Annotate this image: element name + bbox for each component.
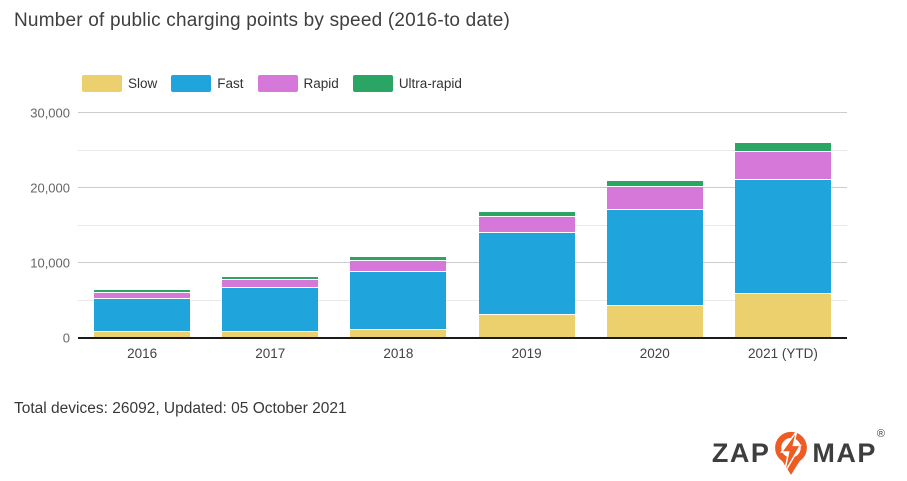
bar-segment-rapid-2016[interactable]	[94, 292, 191, 298]
bar-segment-rapid-2019[interactable]	[478, 216, 575, 232]
gridline-minor-5000	[78, 299, 847, 301]
bar-group-2019	[463, 113, 591, 338]
gridline-major-10000	[78, 262, 847, 263]
x-axis-line	[78, 337, 847, 339]
bar-group-2021--ytd-	[719, 113, 847, 338]
logo-zap-text: ZAP	[711, 437, 771, 468]
legend-label: Fast	[217, 76, 244, 91]
y-axis-tick-label-10000: 10,000	[30, 255, 70, 271]
bar-segment-slow-2019[interactable]	[478, 315, 575, 338]
bar-segment-slow-2021--ytd-[interactable]	[734, 294, 831, 338]
bar-group-2018	[334, 113, 462, 338]
legend-swatch-ultra-rapid	[352, 75, 393, 92]
legend-swatch-slow	[82, 75, 122, 92]
x-axis-label-2020: 2020	[639, 346, 670, 361]
stacked-bar-2019	[478, 211, 575, 338]
bar-segment-slow-2018[interactable]	[350, 330, 447, 338]
y-axis-tick-label-20000: 20,000	[30, 180, 70, 196]
registered-trademark-symbol: ®	[876, 428, 885, 440]
bar-segment-fast-2016[interactable]	[94, 298, 191, 332]
legend-item-rapid[interactable]: Rapid	[257, 75, 339, 92]
chart-title: Number of public charging points by spee…	[14, 10, 510, 31]
legend-item-ultra-rapid[interactable]: Ultra-rapid	[352, 75, 462, 92]
bar-segment-fast-2018[interactable]	[350, 271, 447, 329]
y-axis-tick-label-30000: 30,000	[30, 105, 70, 121]
bar-segment-ultra-rapid-2017[interactable]	[222, 277, 319, 279]
bar-segment-ultra-rapid-2021--ytd-[interactable]	[734, 143, 831, 151]
bar-group-2016	[78, 113, 206, 338]
total-devices-note: Total devices: 26092, Updated: 05 Octobe…	[14, 400, 347, 417]
bar-segment-rapid-2018[interactable]	[350, 260, 447, 271]
logo-map-text: MAP	[812, 437, 877, 468]
plot-area: 0 10,000 20,000 30,000	[30, 106, 847, 346]
x-axis-label-2017: 2017	[255, 346, 286, 361]
bar-segment-rapid-2021--ytd-[interactable]	[734, 151, 831, 179]
bar-segment-ultra-rapid-2016[interactable]	[94, 290, 191, 292]
legend-label: Rapid	[303, 76, 339, 91]
stacked-bar-2018	[350, 257, 447, 338]
stacked-bar-2021--ytd-	[734, 143, 831, 338]
bar-segment-fast-2020[interactable]	[606, 209, 703, 305]
stacked-bar-2020	[606, 180, 703, 338]
zapmap-logo: ZAP MAP ®	[711, 428, 885, 476]
bars-container	[78, 113, 847, 338]
x-axis-label-2016: 2016	[127, 346, 158, 361]
bar-segment-ultra-rapid-2018[interactable]	[350, 257, 447, 260]
bar-segment-rapid-2020[interactable]	[606, 187, 703, 209]
bar-segment-fast-2017[interactable]	[222, 287, 319, 331]
gridline-major-20000	[78, 187, 847, 188]
lightning-pin-icon	[775, 430, 808, 475]
legend-label: Ultra-rapid	[398, 76, 462, 91]
bar-segment-rapid-2017[interactable]	[222, 279, 319, 287]
gridline-minor-25000	[78, 149, 847, 151]
stacked-bar-2016	[94, 290, 191, 338]
x-axis-label-2018: 2018	[383, 346, 414, 361]
bar-segment-ultra-rapid-2019[interactable]	[478, 211, 575, 216]
bar-group-2017	[206, 113, 334, 338]
chart-legend: Slow Fast Rapid Ultra-rapid	[82, 75, 462, 92]
x-axis-label-2019: 2019	[511, 346, 542, 361]
legend-swatch-fast	[171, 75, 212, 92]
legend-label: Slow	[128, 76, 158, 91]
bar-segment-slow-2017[interactable]	[222, 331, 319, 338]
gridline-minor-15000	[78, 224, 847, 226]
bar-group-2020	[591, 113, 719, 338]
x-axis-label-2021--ytd-: 2021 (YTD)	[748, 346, 818, 361]
x-axis-labels: 2016 2017 2018 2019 2020 2021 (YTD)	[78, 346, 847, 361]
legend-item-fast[interactable]: Fast	[171, 75, 244, 92]
bar-segment-ultra-rapid-2020[interactable]	[606, 180, 703, 187]
legend-item-slow[interactable]: Slow	[82, 75, 157, 92]
y-axis-tick-label-0: 0	[62, 330, 70, 346]
bar-segment-slow-2020[interactable]	[606, 305, 703, 338]
gridline-major-30000	[78, 112, 847, 113]
stacked-bar-2017	[222, 277, 319, 338]
bar-segment-slow-2016[interactable]	[94, 332, 191, 338]
bar-segment-fast-2019[interactable]	[478, 232, 575, 314]
bar-segment-fast-2021--ytd-[interactable]	[734, 179, 831, 293]
legend-swatch-rapid	[257, 75, 298, 92]
